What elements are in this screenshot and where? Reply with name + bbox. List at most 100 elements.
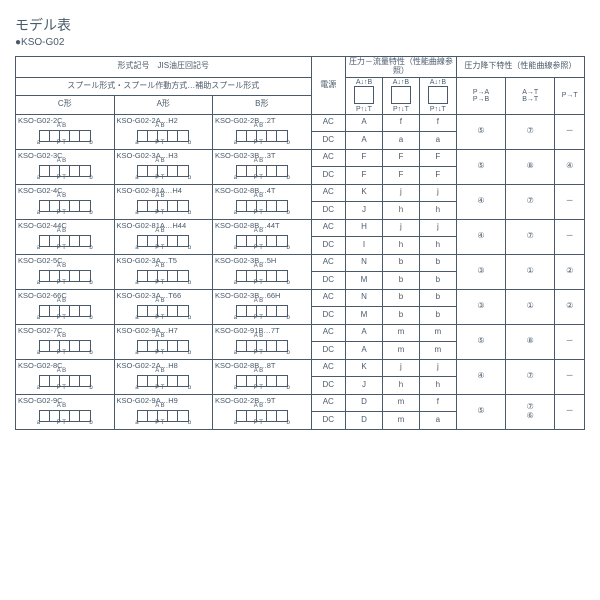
model-cell: KSO-G02-91B…7TA BaP Tb: [213, 324, 312, 359]
model-cell: KSO-G02-8B…4TA BaP Tb: [213, 184, 312, 219]
val: m: [419, 324, 456, 342]
val: N: [346, 289, 383, 307]
power-dc: DC: [311, 202, 345, 220]
val: m: [382, 342, 419, 360]
power-dc: DC: [311, 377, 345, 395]
model-cell: KSO-G02-7CA BaP Tb: [16, 324, 115, 359]
header-at-bt: A→TB→T: [506, 77, 555, 114]
val: m: [419, 342, 456, 360]
drop1: ③: [456, 254, 505, 289]
drop1: ④: [456, 219, 505, 254]
val: f: [419, 114, 456, 132]
drop1: ⑤: [456, 394, 505, 429]
power-dc: DC: [311, 167, 345, 185]
val: A: [346, 132, 383, 150]
val: A: [346, 342, 383, 360]
val: a: [419, 132, 456, 150]
model-cell: KSO-G02-2A…H8A BaP Tb: [114, 359, 213, 394]
val: H: [346, 219, 383, 237]
drop3: －: [555, 184, 585, 219]
drop2: ⑦: [506, 114, 555, 149]
val: b: [419, 254, 456, 272]
model-cell: KSO-G02-9CA BaP Tb: [16, 394, 115, 429]
val: m: [382, 324, 419, 342]
val: b: [419, 289, 456, 307]
header-pt: P→T: [555, 77, 585, 114]
val: D: [346, 394, 383, 412]
model-cell: KSO-G02-4CA BaP Tb: [16, 184, 115, 219]
model-cell: KSO-G02-2B…9TA BaP Tb: [213, 394, 312, 429]
header-power: 電源: [311, 57, 345, 115]
power-dc: DC: [311, 342, 345, 360]
model-cell: KSO-G02-44CA BaP Tb: [16, 219, 115, 254]
val: A: [346, 324, 383, 342]
val: m: [382, 394, 419, 412]
val: b: [382, 307, 419, 325]
drop3: －: [555, 324, 585, 359]
model-cell: KSO-G02-8CA BaP Tb: [16, 359, 115, 394]
val: j: [382, 359, 419, 377]
header-sym1: A↓↑BP↑↓T: [346, 77, 383, 114]
val: b: [419, 307, 456, 325]
val: D: [346, 412, 383, 430]
val: a: [382, 132, 419, 150]
val: m: [382, 412, 419, 430]
drop1: ④: [456, 359, 505, 394]
header-a-type: A形: [114, 96, 213, 115]
drop2: ①: [506, 254, 555, 289]
val: J: [346, 202, 383, 220]
val: A: [346, 114, 383, 132]
model-cell: KSO-G02-3A…H3A BaP Tb: [114, 149, 213, 184]
model-cell: KSO-G02-3B…66HA BaP Tb: [213, 289, 312, 324]
model-cell: KSO-G02-8B…8TA BaP Tb: [213, 359, 312, 394]
val: b: [382, 272, 419, 290]
drop2: ⑦: [506, 184, 555, 219]
drop2: ⑧: [506, 149, 555, 184]
model-cell: KSO-G02-66CA BaP Tb: [16, 289, 115, 324]
power-dc: DC: [311, 272, 345, 290]
drop1: ⑤: [456, 324, 505, 359]
val: F: [382, 149, 419, 167]
model-cell: KSO-G02-5CA BaP Tb: [16, 254, 115, 289]
power-ac: AC: [311, 254, 345, 272]
val: a: [419, 412, 456, 430]
model-cell: KSO-G02-3B…3TA BaP Tb: [213, 149, 312, 184]
header-spool: スプール形式・スプール作動方式…補助スプール形式: [16, 77, 312, 96]
val: K: [346, 359, 383, 377]
val: h: [382, 202, 419, 220]
val: b: [419, 272, 456, 290]
power-ac: AC: [311, 184, 345, 202]
val: K: [346, 184, 383, 202]
drop2: ⑦⑥: [506, 394, 555, 429]
val: I: [346, 237, 383, 255]
page-title: モデル表: [15, 15, 585, 35]
drop2: ⑦: [506, 219, 555, 254]
model-cell: KSO-G02-3CA BaP Tb: [16, 149, 115, 184]
val: j: [382, 219, 419, 237]
model-cell: KSO-G02-2A…H2A BaP Tb: [114, 114, 213, 149]
val: M: [346, 272, 383, 290]
header-sym3: A↓↑BP↑↓T: [419, 77, 456, 114]
model-cell: KSO-G02-3B…5HA BaP Tb: [213, 254, 312, 289]
val: M: [346, 307, 383, 325]
drop2: ⑧: [506, 324, 555, 359]
power-ac: AC: [311, 219, 345, 237]
val: F: [419, 167, 456, 185]
drop1: ④: [456, 184, 505, 219]
val: h: [419, 237, 456, 255]
drop1: ③: [456, 289, 505, 324]
model-table: 形式記号 JIS油圧回記号 電源 圧力－流量特性（性能曲線参照） 圧力降下特性（…: [15, 56, 585, 430]
val: h: [382, 377, 419, 395]
val: j: [419, 184, 456, 202]
val: j: [419, 359, 456, 377]
val: b: [382, 254, 419, 272]
val: f: [419, 394, 456, 412]
val: h: [382, 237, 419, 255]
val: F: [382, 167, 419, 185]
drop3: ④: [555, 149, 585, 184]
model-cell: KSO-G02-2CA BaP Tb: [16, 114, 115, 149]
model-cell: KSO-G02-81A…H44A BaP Tb: [114, 219, 213, 254]
power-ac: AC: [311, 359, 345, 377]
model-cell: KSO-G02-3A…T5A BaP Tb: [114, 254, 213, 289]
model-cell: KSO-G02-3A…T66A BaP Tb: [114, 289, 213, 324]
